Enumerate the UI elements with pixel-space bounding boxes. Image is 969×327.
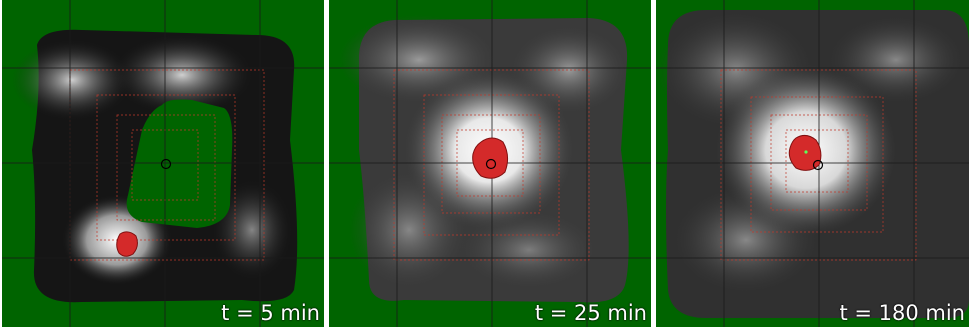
- panel-t180: t = 180 min: [656, 0, 969, 327]
- panel-t25: t = 25 min: [329, 0, 651, 327]
- center-marker: [160, 158, 172, 170]
- density-map-t180: [656, 0, 969, 327]
- density-map-t25: [329, 0, 651, 327]
- time-caption: t = 25 min: [534, 301, 647, 325]
- grid-lines: [2, 0, 324, 327]
- red-blob: [472, 137, 509, 179]
- time-caption: t = 180 min: [839, 301, 965, 325]
- green-dot: [804, 150, 808, 154]
- time-caption: t = 5 min: [221, 301, 320, 325]
- density-map-t5: [2, 0, 324, 327]
- center-marker: [812, 159, 824, 171]
- red-blob: [116, 231, 138, 257]
- panel-t5: t = 5 min: [2, 0, 324, 327]
- center-marker: [485, 158, 497, 170]
- void-region: [126, 99, 233, 228]
